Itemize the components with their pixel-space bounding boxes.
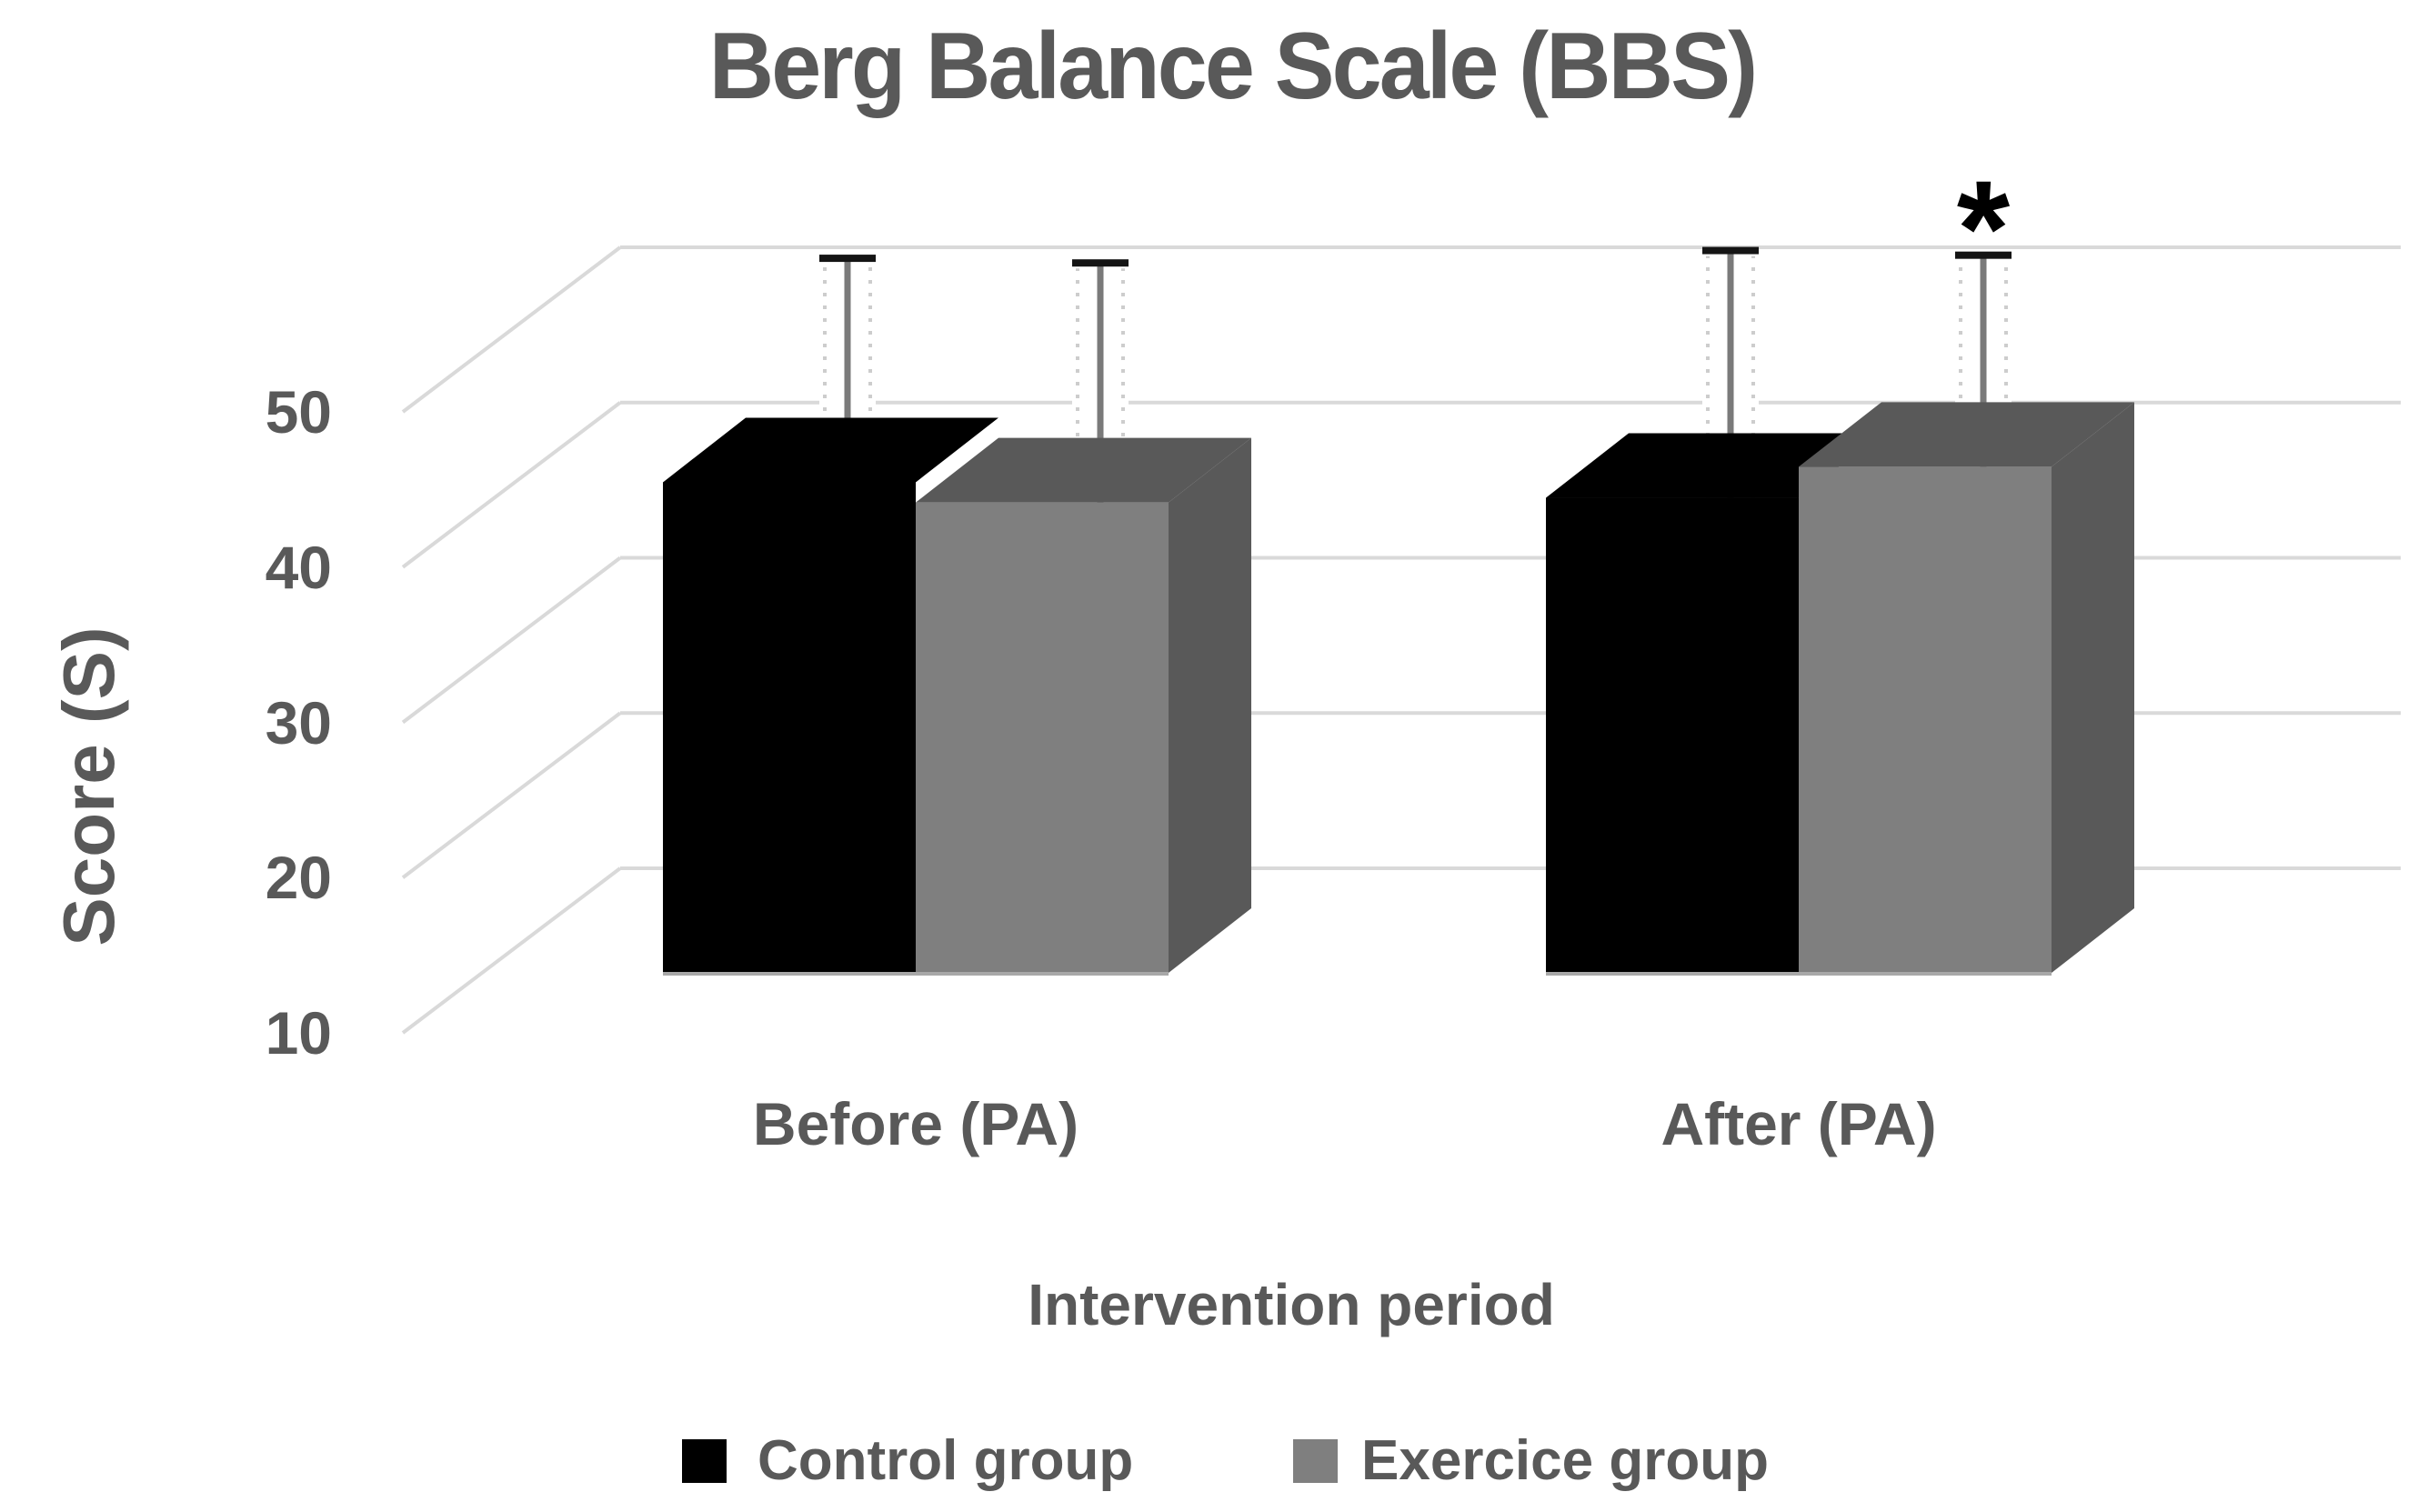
bar-after-control [1546,433,1881,973]
error-bar-cap [1072,259,1129,267]
y-tick-10: 10 [265,999,332,1066]
error-bar-line [1097,263,1104,506]
gridline-diagonal-10 [401,866,622,1035]
x-axis-title: Intervention period [1028,1272,1555,1337]
gridline-diagonal-30 [401,556,622,725]
error-bar-line [1727,250,1734,502]
y-tick-20: 20 [265,844,332,912]
error-bars-layer [819,246,2012,506]
error-bar-dots-left [823,264,827,486]
error-bar-cap [1955,251,2012,259]
x-category-before: Before (PA) [752,1090,1079,1157]
x-category-after: After (PA) [1660,1090,1937,1157]
bar-after-exercice [1799,402,2134,973]
y-tick-40: 40 [265,533,332,601]
legend-swatch-exercice [1293,1439,1338,1483]
bar-before-control [663,417,998,973]
error-bar-dots-left [1076,268,1079,506]
gridline-diagonal-50 [401,245,622,414]
bars-layer [663,402,2134,976]
bar-front-face [916,502,1169,973]
annotations-layer: * [1957,152,2011,305]
error-bar-line [844,258,851,486]
floor-edge [1546,972,2052,976]
legend-swatch-control [682,1439,727,1483]
error-bar-dots-right [868,264,872,486]
y-tick-30: 30 [265,688,332,756]
legend-label-exercice: Exercice group [1361,1429,1769,1492]
error-bar-line [1980,255,1987,471]
error-bar-cap [819,255,876,263]
legend-label-control: Control group [758,1429,1134,1492]
y-tick-50: 50 [265,378,332,446]
floor-edge [663,972,1169,976]
bar-side-face [1169,437,1251,974]
bar-front-face [1799,466,2052,973]
bar-top-face [1799,402,2134,467]
error-bar-dots-right [2004,260,2008,471]
bar-side-face [2052,402,2134,973]
error-bar-cap [1702,246,1759,255]
error-bar-dots-left [1706,255,1710,502]
bar-front-face [1546,497,1799,973]
gridline-diagonal-20 [401,711,622,879]
bar-top-face [916,437,1251,503]
significance-asterisk: * [1957,152,2011,305]
bar-top-face [663,417,998,483]
bar-front-face [663,482,916,973]
bar-top-face [1546,433,1881,498]
error-bar-dots-right [1121,268,1125,506]
error-bar-dots-right [1751,255,1755,502]
error-bar-dots-left [1959,260,1962,471]
chart-title: Berg Balance Scale (BBS) [708,14,1758,119]
bar-before-exercice [916,437,1251,974]
gridline-diagonal-40 [401,401,622,569]
